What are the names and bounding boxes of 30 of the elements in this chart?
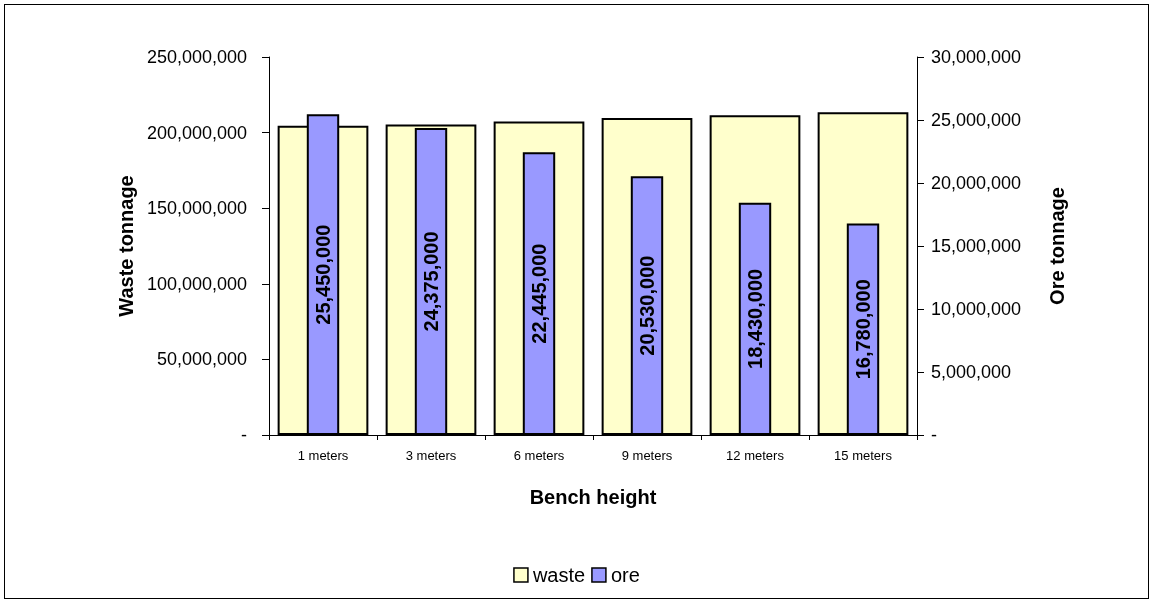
y2-tick-label: 5,000,000 xyxy=(931,362,1012,382)
data-label: 22,445,000 xyxy=(528,243,550,344)
legend-label: ore xyxy=(610,564,640,586)
data-label: 24,375,000 xyxy=(420,231,442,332)
data-label: 16,780,000 xyxy=(852,279,874,380)
data-label: 20,530,000 xyxy=(636,255,658,356)
x-axis-title: Bench height xyxy=(529,486,657,508)
y-tick-label: 150,000,000 xyxy=(146,198,247,219)
y2-tick-label: 15,000,000 xyxy=(931,236,1022,256)
legend-label: waste xyxy=(531,564,586,586)
y-tick-label: 250,000,000 xyxy=(146,47,247,67)
y2-tick-label: 25,000,000 xyxy=(931,110,1022,130)
x-tick-label: 3 meters xyxy=(405,448,457,463)
y-tick-label: 50,000,000 xyxy=(156,349,247,370)
y-tick-label: 200,000,000 xyxy=(146,122,247,143)
x-tick-label: 9 meters xyxy=(621,448,673,463)
y2-tick-label: 30,000,000 xyxy=(931,47,1022,67)
y2-axis-title: Ore tonnage xyxy=(1046,187,1068,305)
data-label: 25,450,000 xyxy=(312,224,334,325)
y2-tick-label: 20,000,000 xyxy=(931,173,1022,193)
x-tick-label: 1 meters xyxy=(297,448,349,463)
y-tick-label: - xyxy=(241,425,247,445)
x-tick-label: 12 meters xyxy=(726,448,785,463)
y2-tick-label: - xyxy=(931,425,937,445)
x-tick-label: 6 meters xyxy=(513,448,565,463)
y2-tick-label: 10,000,000 xyxy=(931,299,1022,319)
y-tick-label: 100,000,000 xyxy=(146,273,247,294)
x-tick-label: 15 meters xyxy=(834,448,893,463)
data-label: 18,430,000 xyxy=(744,268,766,369)
y-axis-title: Waste tonnage xyxy=(115,175,137,317)
